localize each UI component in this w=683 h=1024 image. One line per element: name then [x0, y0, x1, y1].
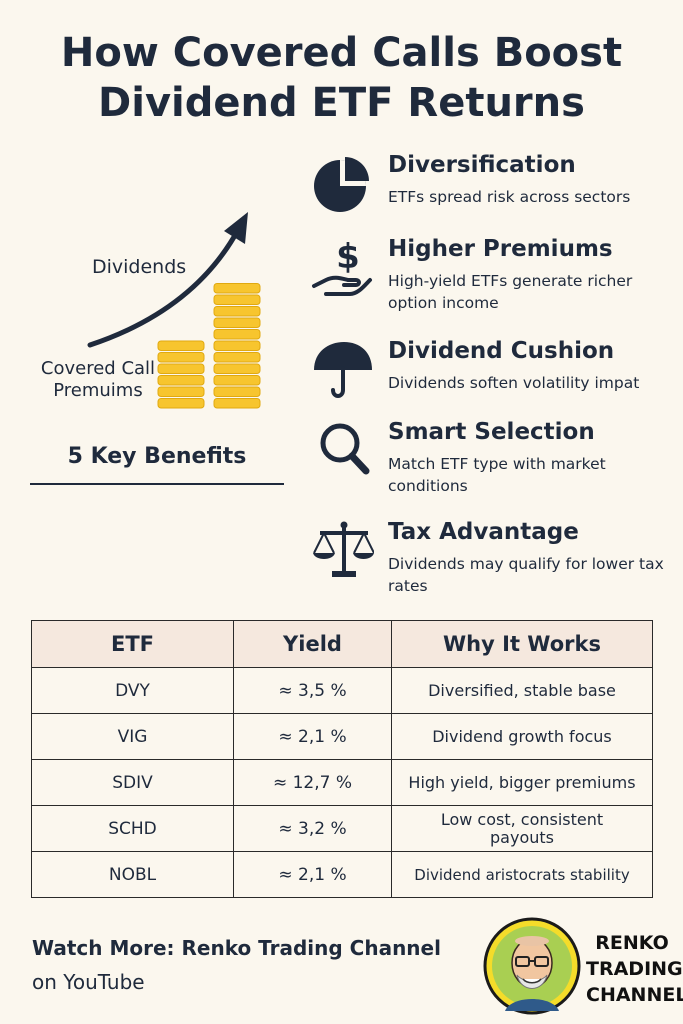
coin-stack-right: [213, 283, 261, 409]
coin: [213, 294, 261, 305]
etf-cell: SCHD: [31, 805, 234, 852]
benefit-title: Diversification: [388, 152, 576, 178]
magnifier-icon: [320, 423, 370, 475]
coin-stack-left: [157, 340, 205, 409]
benefit-dividend-cushion: Dividend Cushion Dividends soften volati…: [310, 338, 680, 418]
benefit-desc: High-yield ETFs generate richer option i…: [388, 272, 633, 312]
premiums-label-line-2: Premuims: [53, 380, 143, 401]
growth-arrow-icon: [87, 227, 241, 348]
etf-table: ETF Yield Why It Works DVY ≈ 3,5 % Diver…: [31, 620, 653, 898]
svg-text:$: $: [336, 237, 360, 277]
premiums-label: Covered Call Premuims: [28, 358, 168, 402]
title-line-1: How Covered Calls Boost: [60, 30, 623, 76]
why-cell: Low cost, consistent payouts: [391, 805, 653, 852]
coin: [213, 306, 261, 317]
benefit-tax-advantage: Tax Advantage Dividends may qualify for …: [310, 519, 680, 599]
table-row: SCHD ≈ 3,2 % Low cost, consistent payout…: [31, 805, 653, 852]
premiums-label-line-1: Covered Call: [40, 358, 156, 379]
brand-line-3: CHANNEL: [586, 984, 683, 1006]
why-cell: Dividend growth focus: [391, 713, 653, 760]
page-title: How Covered Calls Boost Dividend ETF Ret…: [0, 28, 683, 128]
why-cell: Dividend aristocrats stability: [391, 851, 653, 898]
coin: [157, 386, 205, 397]
benefit-smart-selection: Smart Selection Match ETF type with mark…: [310, 419, 680, 499]
coin: [157, 340, 205, 351]
key-benefits-label: 5 Key Benefits: [67, 444, 247, 469]
coin: [213, 352, 261, 363]
benefit-title: Higher Premiums: [388, 236, 613, 262]
coin: [213, 329, 261, 340]
coin: [213, 375, 261, 386]
coin: [213, 398, 261, 409]
benefit-diversification: Diversification ETFs spread risk across …: [310, 152, 680, 232]
etf-cell: NOBL: [31, 851, 234, 898]
coin: [213, 283, 261, 294]
yield-cell: ≈ 2,1 %: [233, 851, 392, 898]
coins-arrow-illustration: [87, 212, 261, 409]
header-yield: Yield: [233, 620, 392, 668]
yield-cell: ≈ 2,1 %: [233, 713, 392, 760]
coin: [213, 386, 261, 397]
umbrella-icon: [314, 342, 372, 398]
benefit-title: Dividend Cushion: [388, 338, 615, 364]
coin: [213, 363, 261, 374]
table-row: NOBL ≈ 2,1 % Dividend aristocrats stabil…: [31, 851, 653, 898]
title-line-2: Dividend ETF Returns: [98, 80, 585, 126]
channel-logo-avatar[interactable]: [483, 917, 581, 1015]
benefit-higher-premiums: $ Higher Premiums High-yield ETFs genera…: [310, 236, 680, 316]
arrow-head: [224, 212, 248, 244]
dollar-hand-icon: $: [312, 237, 372, 296]
etf-cell: DVY: [31, 667, 234, 714]
brand-line-1: RENKO: [595, 932, 669, 954]
benefit-desc: Dividends soften volatility impat: [388, 374, 640, 392]
coin: [157, 398, 205, 409]
yield-cell: ≈ 12,7 %: [233, 759, 392, 806]
header-etf: ETF: [31, 620, 234, 668]
header-why: Why It Works: [391, 620, 653, 668]
benefit-desc: ETFs spread risk across sectors: [388, 188, 631, 206]
channel-brand-text: RENKO TRADING CHANNEL: [586, 930, 683, 1008]
divider: [30, 483, 284, 485]
youtube-text: on YouTube: [32, 970, 145, 994]
table-row: SDIV ≈ 12,7 % High yield, bigger premium…: [31, 759, 653, 806]
etf-cell: SDIV: [31, 759, 234, 806]
coin: [157, 363, 205, 374]
watch-more-text[interactable]: Watch More: Renko Trading Channel: [32, 936, 441, 960]
dividends-label: Dividends: [92, 256, 187, 278]
coin: [157, 375, 205, 386]
pie-chart-icon: [314, 157, 369, 212]
yield-cell: ≈ 3,2 %: [233, 805, 392, 852]
why-cell: Diversified, stable base: [391, 667, 653, 714]
benefit-title: Smart Selection: [388, 419, 595, 445]
scales-icon: [313, 521, 374, 577]
yield-cell: ≈ 3,5 %: [233, 667, 392, 714]
table-row: VIG ≈ 2,1 % Dividend growth focus: [31, 713, 653, 760]
why-cell: High yield, bigger premiums: [391, 759, 653, 806]
brand-line-2: TRADING: [586, 958, 683, 980]
benefit-desc: Match ETF type with market conditions: [388, 455, 606, 495]
table-row: DVY ≈ 3,5 % Diversified, stable base: [31, 667, 653, 714]
coin: [213, 317, 261, 328]
coin: [157, 352, 205, 363]
coin: [213, 340, 261, 351]
etf-cell: VIG: [31, 713, 234, 760]
benefit-title: Tax Advantage: [388, 519, 579, 545]
benefit-desc: Dividends may qualify for lower tax rate…: [388, 555, 664, 595]
table-header-row: ETF Yield Why It Works: [31, 620, 653, 668]
